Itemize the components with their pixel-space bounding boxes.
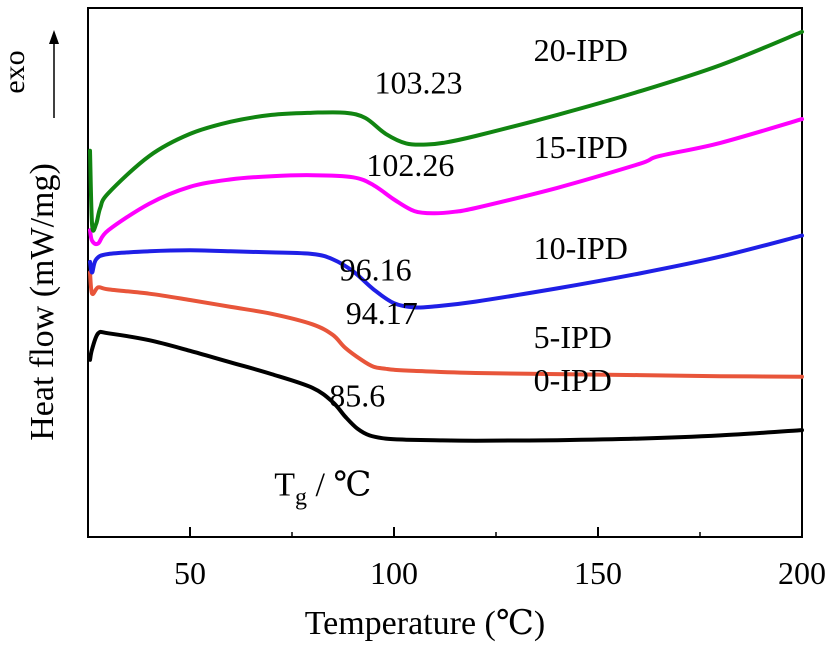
- tg-annotation: Tg / ℃: [274, 466, 371, 510]
- tg-label-15-IPD: 102.26: [366, 147, 454, 183]
- series-label-15-IPD: 15-IPD: [534, 129, 628, 165]
- series-label-0-IPD: 0-IPD: [534, 362, 612, 398]
- exo-label: exo: [0, 50, 31, 93]
- series-line-15-IPD: [88, 117, 804, 247]
- x-tick-label-200: 200: [778, 555, 826, 591]
- tg-annotation-g: g: [295, 484, 307, 510]
- y-axis-label: Heat flow (mW/mg): [24, 163, 61, 441]
- tg-label-0-IPD: 85.6: [329, 377, 385, 413]
- series-line-5-IPD: [88, 270, 804, 379]
- label-layer: 0-IPD 85.6 5-IPD 94.17 10-IPD 96.16 15-IPD 102.…: [329, 32, 628, 413]
- tg-label-20-IPD: 103.23: [374, 65, 462, 101]
- x-tick-label-150: 150: [574, 555, 622, 591]
- series-layer: [88, 29, 804, 443]
- series-line-10-IPD: [88, 233, 804, 310]
- series-label-5-IPD: 5-IPD: [534, 319, 612, 355]
- x-tick-label-100: 100: [370, 555, 418, 591]
- exo-arrow-head: [49, 30, 59, 44]
- series-line-0-IPD: [88, 329, 804, 443]
- tg-annotation-T: T: [274, 466, 295, 503]
- series-label-20-IPD: 20-IPD: [534, 32, 628, 68]
- x-tick-label-50: 50: [174, 555, 206, 591]
- tg-label-5-IPD: 94.17: [346, 295, 418, 331]
- series-label-10-IPD: 10-IPD: [534, 230, 628, 266]
- x-axis-ticks: [87, 527, 803, 537]
- x-axis-tick-labels: 50 100 150 200: [174, 555, 826, 591]
- x-axis-label: Temperature (℃): [305, 605, 545, 642]
- series-line-20-IPD: [88, 29, 804, 233]
- tg-label-10-IPD: 96.16: [340, 251, 412, 287]
- tg-annotation-unit: / ℃: [307, 466, 371, 503]
